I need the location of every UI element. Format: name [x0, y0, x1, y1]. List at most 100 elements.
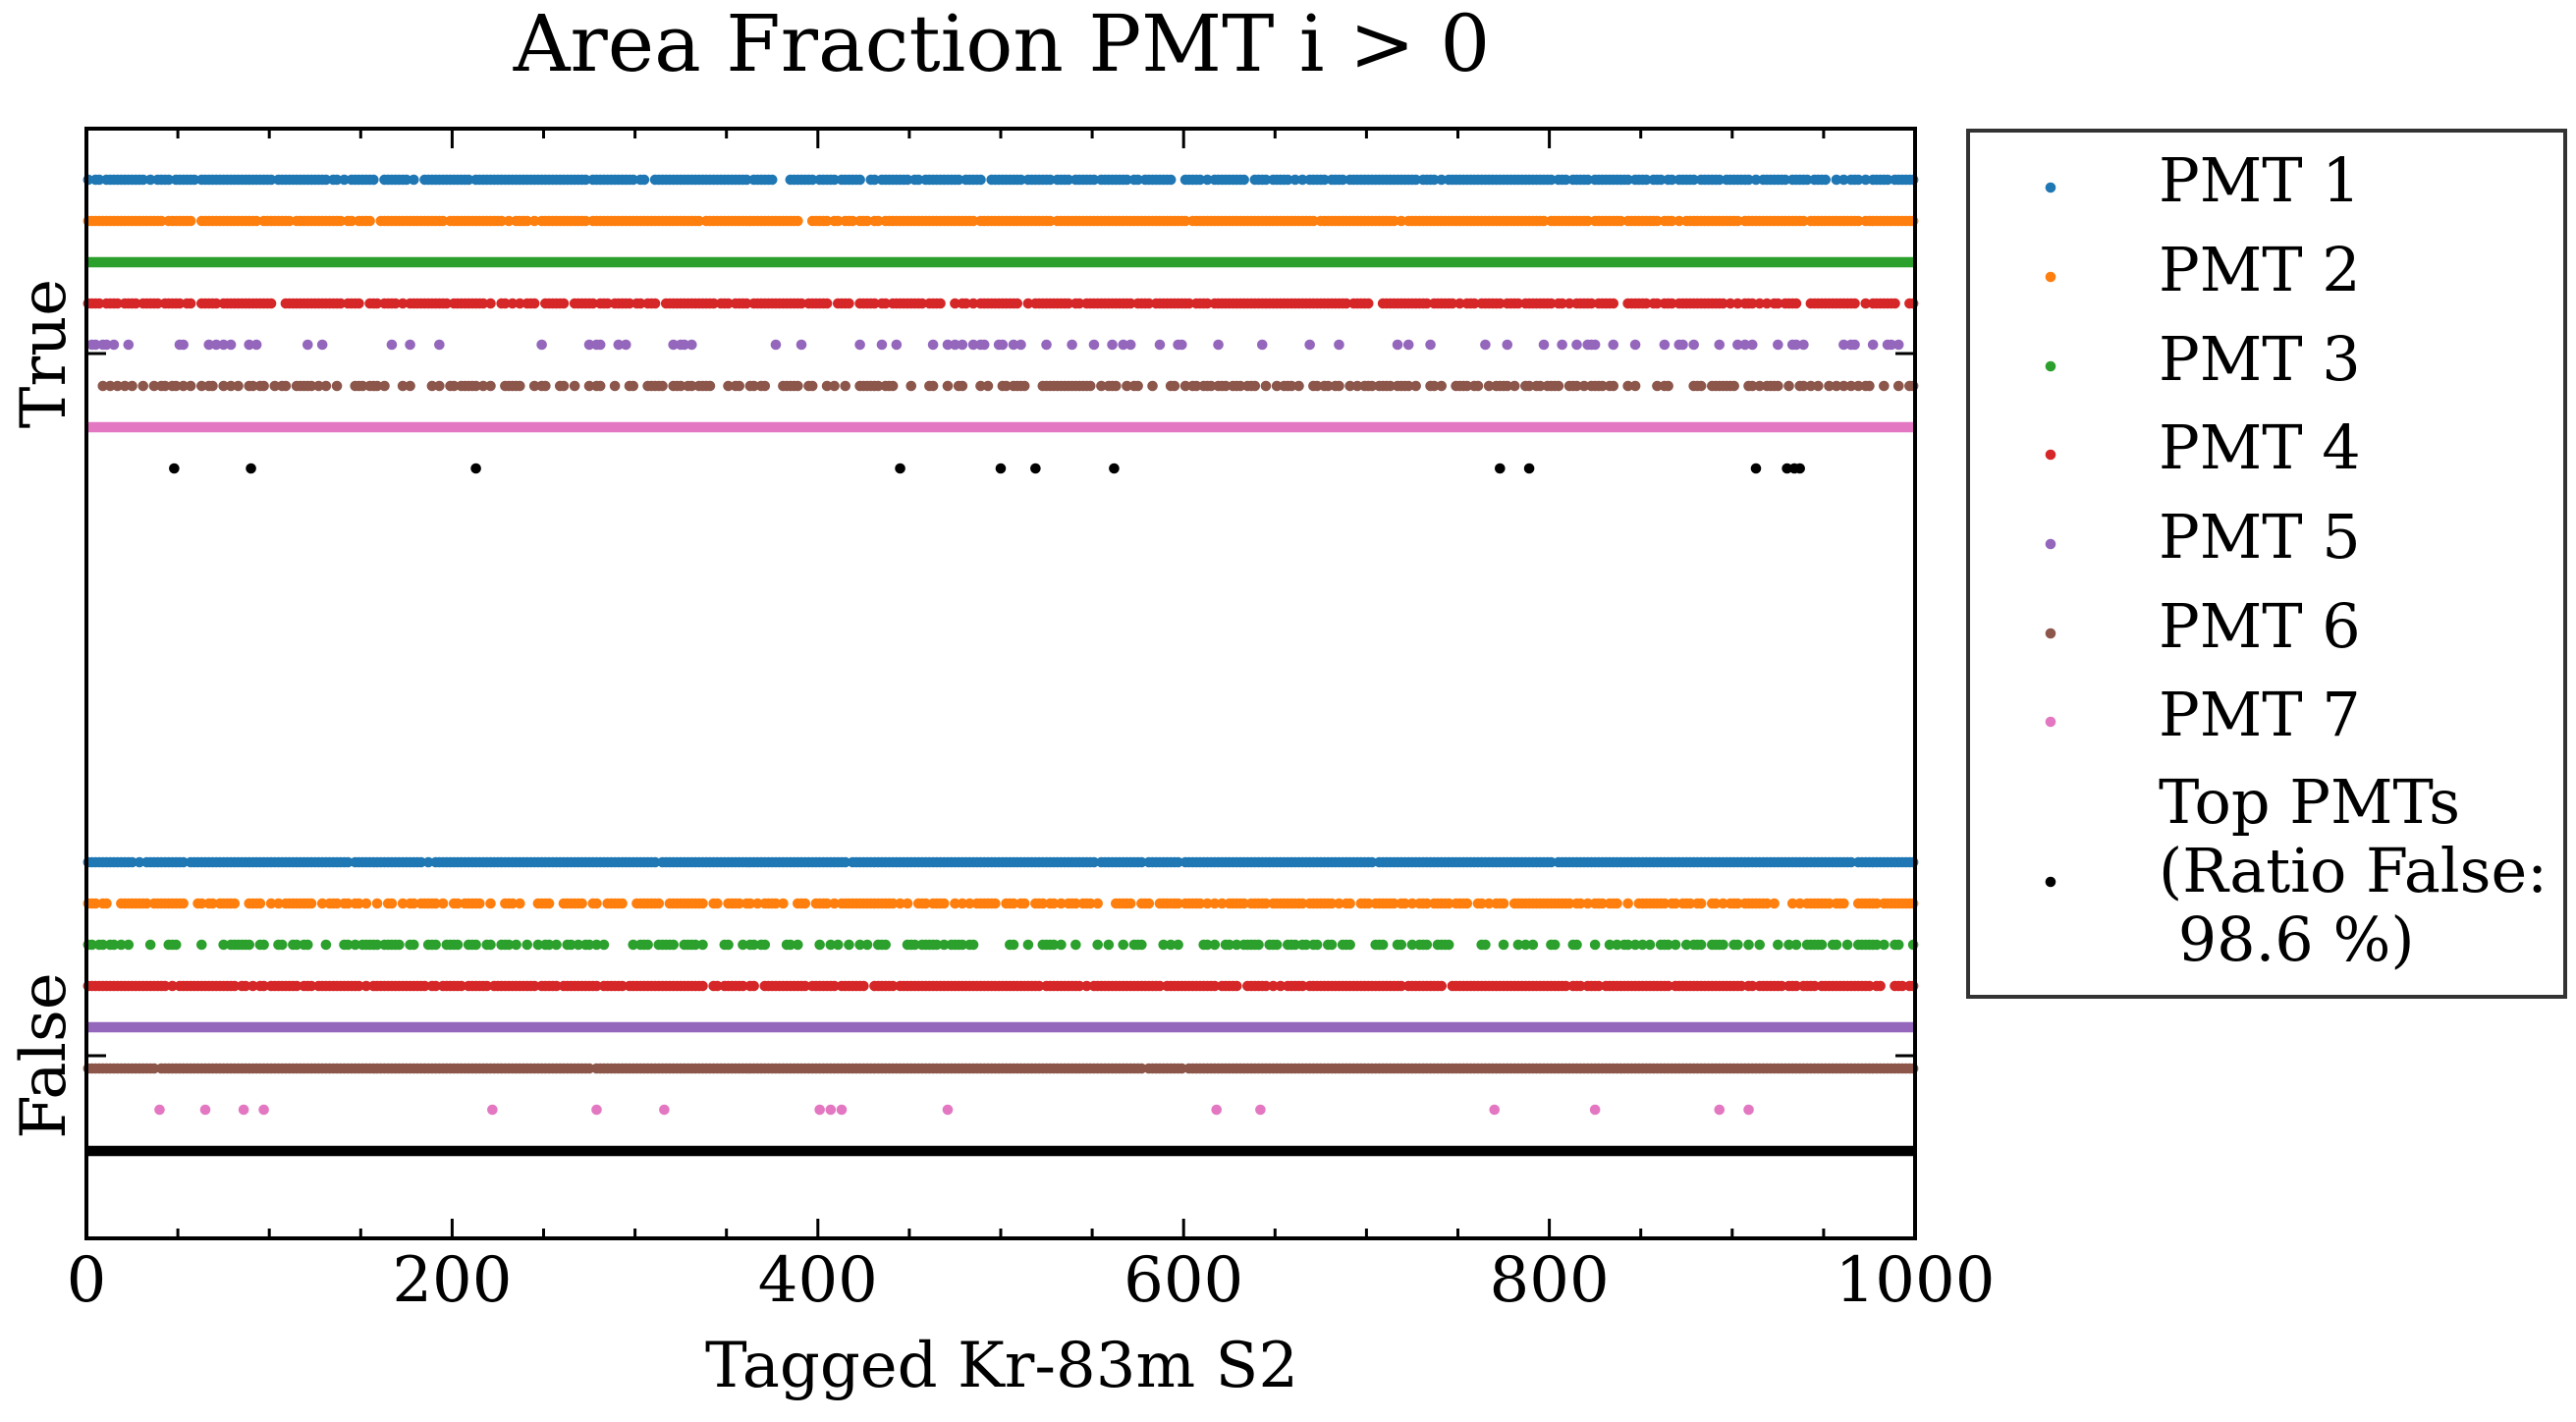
- data-point: [130, 298, 141, 309]
- data-point: [1124, 898, 1136, 909]
- data-point: [1385, 380, 1396, 392]
- data-point: [558, 380, 570, 392]
- legend-label: PMT 6: [2159, 590, 2361, 662]
- data-point: [1502, 339, 1513, 351]
- data-point: [770, 339, 782, 351]
- data-point: [821, 380, 833, 392]
- data-point: [1238, 898, 1249, 909]
- data-point: [1604, 939, 1616, 951]
- data-point: [1443, 898, 1454, 909]
- data-point: [1754, 380, 1766, 392]
- data-point: [1714, 1104, 1726, 1116]
- data-point: [218, 339, 229, 351]
- data-point: [1389, 215, 1399, 227]
- data-point: [371, 898, 383, 909]
- data-point: [1831, 380, 1842, 392]
- data-point: [86, 939, 97, 951]
- data-point: [591, 980, 602, 992]
- data-point: [456, 980, 467, 992]
- data-point: [178, 856, 189, 868]
- data-point: [573, 939, 584, 951]
- data-point: [997, 339, 1009, 351]
- data-point: [1402, 380, 1414, 392]
- data-point: [580, 174, 591, 186]
- data-point: [1714, 339, 1726, 351]
- data-point: [738, 980, 748, 992]
- data-point: [1255, 1104, 1266, 1116]
- data-point: [1209, 939, 1221, 951]
- data-point: [1502, 380, 1513, 392]
- data-point: [1695, 939, 1707, 951]
- data-point: [101, 339, 112, 351]
- data-point: [225, 339, 237, 351]
- legend-entry: PMT 4: [2045, 411, 2361, 483]
- data-point: [1322, 380, 1334, 392]
- data-point: [793, 939, 803, 951]
- data-point: [1158, 939, 1170, 951]
- data-point: [1781, 463, 1792, 474]
- data-point: [335, 298, 347, 309]
- data-point: [927, 339, 939, 351]
- data-point: [1136, 939, 1147, 951]
- data-point: [891, 339, 903, 351]
- data-point: [1425, 339, 1436, 351]
- data-point: [912, 174, 924, 186]
- data-point: [1132, 380, 1143, 392]
- data-point: [1143, 298, 1155, 309]
- data-point: [1608, 339, 1619, 351]
- data-point: [1538, 339, 1550, 351]
- data-point: [1238, 174, 1249, 186]
- data-point: [697, 898, 708, 909]
- data-point: [528, 380, 540, 392]
- data-point: [196, 898, 207, 909]
- data-point: [628, 174, 639, 186]
- data-point: [628, 939, 639, 951]
- data-point: [566, 939, 576, 951]
- data-point: [1410, 174, 1421, 186]
- data-point: [617, 980, 628, 992]
- data-point: [1122, 380, 1132, 392]
- data-point: [1667, 174, 1677, 186]
- data-point: [1015, 174, 1026, 186]
- data-point: [942, 380, 954, 392]
- data-point: [1443, 939, 1454, 951]
- data-point: [1652, 215, 1663, 227]
- data-point: [957, 898, 968, 909]
- data-point: [1597, 898, 1608, 909]
- data-point: [1659, 898, 1671, 909]
- data-point: [196, 939, 207, 951]
- data-point: [528, 980, 540, 992]
- data-point: [339, 174, 350, 186]
- data-point: [832, 939, 844, 951]
- data-point: [1561, 980, 1571, 992]
- legend-marker: [2045, 876, 2056, 888]
- data-point: [386, 898, 398, 909]
- data-point: [1879, 939, 1890, 951]
- data-point: [990, 898, 1001, 909]
- data-point: [1136, 1063, 1147, 1074]
- data-point: [1341, 298, 1352, 309]
- data-point: [540, 380, 551, 392]
- data-point: [218, 380, 229, 392]
- data-point: [1746, 339, 1758, 351]
- x-tick-label: 800: [1490, 1244, 1610, 1317]
- data-point: [1790, 939, 1802, 951]
- data-point: [364, 215, 375, 227]
- data-point: [104, 380, 116, 392]
- data-point: [148, 1063, 160, 1074]
- data-point: [313, 380, 324, 392]
- data-point: [580, 215, 591, 227]
- data-point: [1574, 898, 1586, 909]
- data-point: [342, 856, 354, 868]
- data-point: [675, 380, 686, 392]
- data-point: [1852, 174, 1864, 186]
- data-point: [1773, 298, 1783, 309]
- data-point: [653, 898, 665, 909]
- data-point: [1396, 215, 1407, 227]
- data-point: [1271, 939, 1283, 951]
- data-point: [844, 298, 854, 309]
- data-point: [284, 215, 295, 227]
- data-point: [1495, 298, 1506, 309]
- data-point: [1776, 980, 1787, 992]
- data-point: [1296, 174, 1308, 186]
